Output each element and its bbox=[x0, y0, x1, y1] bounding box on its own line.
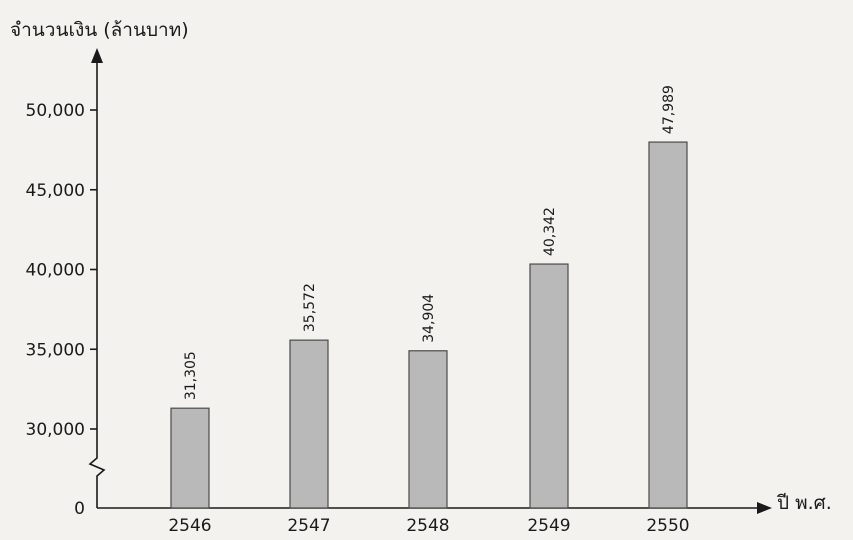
data-label: 35,572 bbox=[302, 283, 318, 332]
data-label: 40,342 bbox=[542, 207, 558, 256]
x-axis-title: ปี พ.ศ. bbox=[776, 492, 832, 514]
x-tick-label: 2549 bbox=[527, 516, 570, 536]
data-label: 31,305 bbox=[183, 351, 199, 400]
data-label: 47,989 bbox=[661, 85, 677, 134]
x-ticks: 2546 2547 2548 2549 2550 bbox=[168, 516, 689, 536]
y-ticks: 0 30,000 35,000 40,000 45,000 50,000 bbox=[26, 101, 97, 519]
x-tick-label: 2547 bbox=[287, 516, 330, 536]
y-axis-break bbox=[88, 455, 106, 508]
y-axis-title: จำนวนเงิน (ล้านบาท) bbox=[10, 19, 189, 41]
data-label: 34,904 bbox=[421, 294, 437, 343]
data-labels: 31,305 35,572 34,904 40,342 47,989 bbox=[183, 85, 677, 400]
x-tick-label: 2548 bbox=[406, 516, 449, 536]
x-tick-label: 2546 bbox=[168, 516, 211, 536]
bar-2549 bbox=[529, 263, 569, 509]
bar-2546 bbox=[170, 407, 210, 509]
bar-2548 bbox=[408, 350, 448, 509]
bar-2547 bbox=[289, 339, 329, 509]
y-tick-label: 40,000 bbox=[26, 261, 85, 281]
y-tick-label: 0 bbox=[74, 499, 85, 519]
y-tick-label: 45,000 bbox=[26, 181, 85, 201]
x-axis-arrow bbox=[757, 502, 772, 514]
y-axis-arrow bbox=[91, 48, 103, 63]
y-tick-label: 35,000 bbox=[26, 340, 85, 360]
x-tick-label: 2550 bbox=[646, 516, 689, 536]
y-tick-label: 50,000 bbox=[26, 101, 85, 121]
bar-2550 bbox=[648, 141, 688, 509]
y-tick-label: 30,000 bbox=[26, 420, 85, 440]
bars bbox=[170, 141, 688, 509]
